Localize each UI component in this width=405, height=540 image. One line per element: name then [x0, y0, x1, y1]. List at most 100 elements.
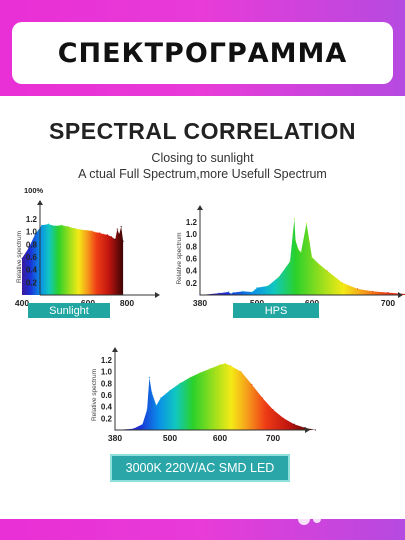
y-tick-label: 0.8	[186, 242, 198, 251]
x-tick-label: 800	[120, 298, 134, 308]
data-point	[80, 229, 82, 231]
y-tick-label: 0.4	[26, 266, 38, 275]
data-point	[230, 365, 232, 367]
y-tick-label: 0.4	[186, 267, 198, 276]
y-tick-label: 1.0	[26, 228, 38, 237]
data-point	[169, 389, 171, 391]
percent-label: 100%	[24, 186, 44, 195]
data-point	[155, 404, 157, 407]
data-point	[292, 233, 294, 235]
y-tick-label: 0.6	[186, 255, 198, 264]
data-point	[54, 225, 56, 227]
y-tick-label: 1.0	[186, 230, 198, 239]
data-point	[87, 229, 89, 231]
data-point	[110, 236, 112, 238]
data-point	[118, 233, 120, 235]
x-axis-arrow-icon	[398, 292, 403, 298]
x-tick-label: 700	[266, 433, 280, 443]
data-point	[95, 231, 97, 233]
data-point	[297, 248, 299, 250]
y-axis-arrow-icon	[37, 200, 43, 205]
data-point	[151, 391, 153, 393]
sunlight-label: Sunlight	[28, 303, 110, 318]
data-point	[148, 376, 150, 379]
data-point	[160, 397, 162, 399]
data-point	[218, 292, 220, 294]
data-point	[114, 238, 116, 240]
panel-subtitle-1: Closing to sunlight	[151, 151, 254, 165]
data-point	[372, 290, 374, 292]
y-tick-label: 0.8	[101, 379, 113, 388]
data-point	[179, 382, 181, 384]
data-point	[28, 247, 30, 249]
data-point	[294, 239, 297, 241]
data-point	[289, 260, 291, 263]
x-tick-label: 400	[15, 298, 29, 308]
data-point	[311, 256, 313, 258]
spectrum-area-0	[22, 224, 124, 295]
x-tick-label: 600	[213, 433, 227, 443]
data-point	[141, 423, 144, 425]
data-point	[199, 372, 201, 374]
avito-text: Avito	[330, 501, 378, 523]
data-point	[283, 417, 285, 419]
y-tick-label: 0.2	[101, 414, 113, 423]
banner-title: СПЕКТРОГРАММА	[57, 37, 348, 69]
data-point	[278, 276, 280, 278]
data-point	[293, 218, 295, 220]
data-point	[91, 230, 93, 232]
data-point	[146, 409, 148, 411]
data-point	[314, 429, 316, 431]
data-point	[256, 287, 258, 289]
data-point	[387, 292, 389, 294]
y-tick-label: 0.2	[26, 278, 38, 287]
data-point	[106, 234, 109, 236]
data-point	[103, 233, 105, 235]
data-point	[326, 270, 328, 272]
data-point	[74, 227, 76, 230]
y-tick-label: 1.0	[101, 368, 113, 377]
data-point	[357, 288, 359, 290]
spectrum-area-1	[200, 219, 405, 295]
data-point	[232, 292, 234, 294]
y-tick-label: 0.4	[101, 403, 113, 412]
y-axis-arrow-icon	[112, 347, 118, 352]
data-point	[21, 257, 23, 259]
data-point	[41, 224, 43, 226]
data-point	[305, 222, 308, 224]
data-point	[189, 376, 191, 379]
data-point	[224, 362, 226, 365]
data-point	[34, 233, 36, 235]
data-point	[122, 240, 124, 242]
data-point	[251, 383, 253, 386]
data-point	[132, 428, 134, 430]
y-tick-label: 0.6	[101, 391, 113, 400]
data-point	[120, 226, 122, 228]
x-axis-arrow-icon	[155, 292, 160, 298]
y-axis-arrow-icon	[197, 205, 203, 210]
data-point	[209, 368, 211, 370]
led-label: 3000K 220V/AC SMD LED	[110, 454, 290, 482]
y-tick-label: 1.2	[26, 215, 38, 224]
x-tick-label: 380	[108, 433, 122, 443]
title-banner: СПЕКТРОГРАММА	[12, 22, 393, 84]
data-point	[61, 224, 63, 226]
data-point	[300, 251, 302, 253]
panel-heading: SPECTRAL CORRELATION	[49, 118, 356, 144]
panel-subtitle-2: A ctual Full Spectrum,more Usefull Spect…	[78, 167, 327, 181]
data-point	[230, 293, 232, 295]
data-point	[319, 264, 321, 266]
x-tick-label: 380	[193, 298, 207, 308]
avito-watermark: Avito	[298, 500, 378, 525]
y-tick-label: 0.8	[26, 240, 38, 249]
x-tick-label: 500	[163, 433, 177, 443]
data-point	[267, 285, 269, 287]
spectrum-area-2	[115, 363, 316, 430]
avito-dots-icon	[298, 500, 326, 525]
x-axis-arrow-icon	[305, 427, 310, 433]
hps-label: HPS	[233, 303, 319, 318]
y-axis-label: Relative spectrum	[16, 231, 23, 283]
